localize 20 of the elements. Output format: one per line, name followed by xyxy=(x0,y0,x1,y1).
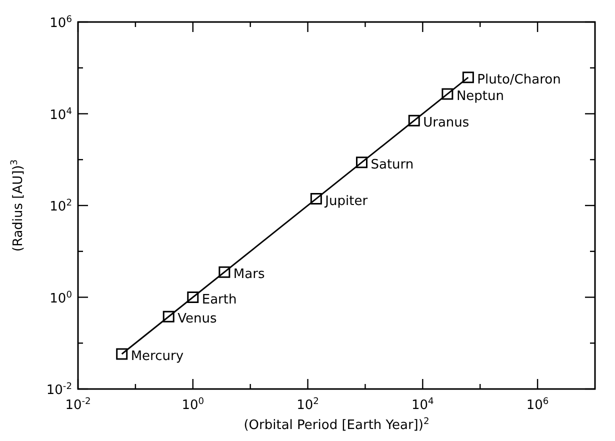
x-tick-label: 10$^{2}$ xyxy=(296,397,319,413)
y-tick-label: 10$^{2}$ xyxy=(50,198,72,214)
x-tick-label: 10$^{4}$ xyxy=(411,397,434,413)
x-tick-label: 10$^{-2}$ xyxy=(65,397,91,413)
annotation: Earth xyxy=(202,292,237,308)
annotation: Venus xyxy=(178,312,217,327)
x-tick-label: 10$^{6}$ xyxy=(526,397,549,413)
annotation: Neptun xyxy=(456,88,504,104)
y-tick-label: 10$^{0}$ xyxy=(50,290,72,306)
y-tick-label: 10$^{-2}$ xyxy=(46,382,72,398)
annotation: Mercury xyxy=(130,348,184,364)
annotation: Pluto/Charon xyxy=(477,72,561,88)
annotation: Saturn xyxy=(370,157,414,172)
y-tick-label: 10$^{6}$ xyxy=(50,15,72,31)
annotation: Jupiter xyxy=(324,194,368,209)
y-tick-label: 10$^{4}$ xyxy=(50,106,72,123)
annotation: Uranus xyxy=(423,116,470,131)
x-tick-label: 10$^{0}$ xyxy=(182,397,204,413)
x-axis-title: (Orbital Period [Earth Year])$^{2}$ xyxy=(244,417,430,433)
annotation: Mars xyxy=(233,267,265,282)
